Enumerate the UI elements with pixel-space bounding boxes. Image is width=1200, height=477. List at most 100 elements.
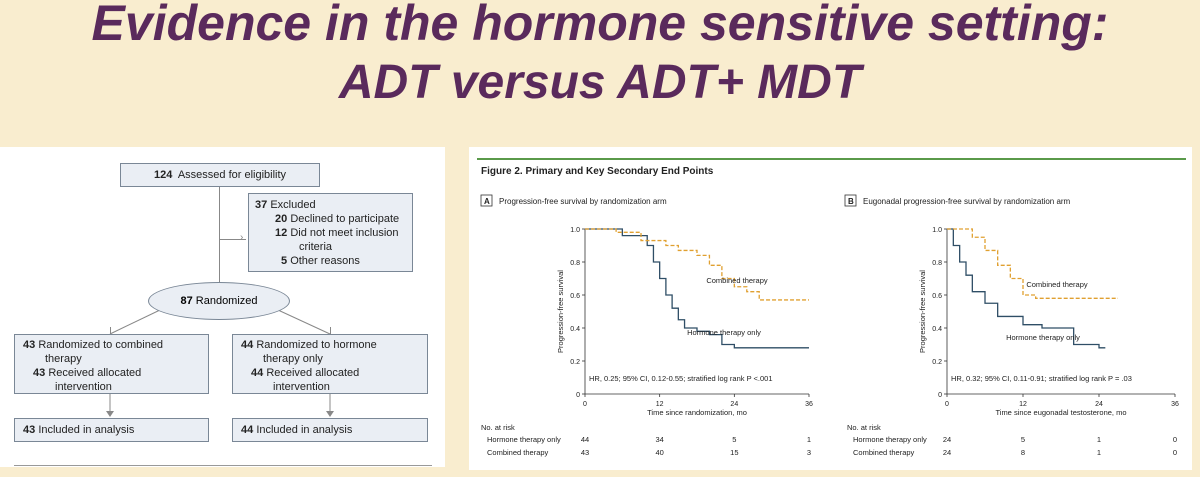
hormone-arm-box: 44 Randomized to hormone therapy only 44…	[232, 334, 428, 394]
declined-label: Declined to participate	[290, 213, 400, 225]
x-tick-label: 12	[1019, 401, 1027, 408]
randomized-label: Randomized	[195, 295, 258, 307]
hormone-analysis-count: 44	[241, 424, 254, 436]
combined-received-count: 43	[33, 367, 46, 379]
hormone-survival-curve	[947, 228, 1106, 349]
km-plots-svg: A Progression-free survival by randomizat…	[480, 194, 1179, 457]
risk-table-header: No. at risk	[481, 423, 515, 432]
combined-curve-label: Combined therapy	[706, 276, 768, 285]
risk-row-label: Combined therapy	[853, 448, 915, 457]
x-tick-label: 12	[656, 401, 664, 408]
randomized-count: 87	[180, 295, 193, 307]
hormone-received-label-cont: intervention	[273, 381, 330, 393]
risk-row-value: 0	[1173, 448, 1177, 457]
assessed-box: 124 Assessed for eligibility	[120, 163, 320, 187]
risk-row-value: 34	[655, 435, 663, 444]
y-axis-label: Progression-free survival	[556, 270, 565, 353]
combined-analysis-label: Included in analysis	[38, 424, 135, 436]
notmet-label: Did not meet inclusion	[290, 227, 399, 239]
x-tick-label: 36	[805, 401, 813, 408]
panel-bottom-rule	[14, 465, 432, 466]
excluded-count: 37	[255, 199, 268, 211]
risk-row-label: Hormone therapy only	[853, 435, 927, 444]
x-tick-label: 36	[1171, 401, 1179, 408]
figure-2-panel: Figure 2. Primary and Key Secondary End …	[469, 147, 1192, 470]
risk-row-value: 3	[807, 448, 811, 457]
randomized-ellipse: 87 Randomized	[148, 282, 290, 320]
risk-row-value: 5	[732, 435, 736, 444]
combined-arm-label-cont: therapy	[45, 353, 82, 365]
y-tick-label: 0	[938, 392, 942, 399]
hormone-curve-label: Hormone therapy only	[687, 328, 761, 337]
y-tick-label: 0.4	[932, 326, 942, 333]
x-tick-label: 0	[583, 401, 587, 408]
hormone-arm-label: Randomized to hormone	[256, 339, 377, 351]
hormone-received-count: 44	[251, 367, 264, 379]
y-tick-label: 0.2	[570, 359, 580, 366]
risk-row-label: Combined therapy	[487, 448, 549, 457]
combined-arm-count: 43	[23, 339, 36, 351]
risk-row-value: 0	[1173, 435, 1177, 444]
y-tick-label: 0.6	[932, 293, 942, 300]
hazard-ratio-text: HR, 0.32; 95% CI, 0.11-0.91; stratified …	[951, 374, 1132, 383]
combined-analysis-box: 43 Included in analysis	[14, 418, 209, 442]
risk-row-value: 44	[581, 435, 589, 444]
risk-row-value: 24	[943, 435, 951, 444]
notmet-count: 12	[275, 227, 288, 239]
notmet-label-cont: criteria	[299, 241, 333, 253]
panel-letter-box	[480, 194, 493, 207]
slide-title-line2: ADT versus ADT+ MDT	[338, 56, 862, 109]
connector-line	[219, 186, 220, 286]
risk-row-label: Hormone therapy only	[487, 435, 561, 444]
combined-curve-label: Combined therapy	[1026, 280, 1088, 289]
assessed-count: 124	[153, 169, 173, 181]
slide-title-line1: Evidence in the hormone sensitive settin…	[91, 0, 1109, 51]
y-tick-label: 1.0	[932, 227, 942, 234]
hormone-arm-count: 44	[241, 339, 254, 351]
risk-table-header: No. at risk	[847, 423, 881, 432]
connector-line	[219, 239, 246, 240]
y-tick-label: 0.8	[932, 260, 942, 267]
consort-flow-diagram: › 124 Assessed for eligibility 37 Exclud…	[0, 147, 445, 467]
y-tick-label: 0.2	[932, 359, 942, 366]
x-tick-label: 0	[945, 401, 949, 408]
combined-survival-curve	[947, 228, 1118, 299]
connector-line	[110, 327, 111, 335]
declined-count: 20	[275, 213, 288, 225]
risk-row-value: 15	[730, 448, 738, 457]
combined-analysis-count: 43	[23, 424, 36, 436]
combined-arm-box: 43 Randomized to combined therapy 43 Rec…	[14, 334, 209, 394]
y-tick-label: 0.4	[570, 326, 580, 333]
other-label: Other reasons	[290, 255, 360, 267]
x-tick-label: 24	[730, 401, 738, 408]
y-axis-label: Progression-free survival	[918, 270, 927, 353]
x-tick-label: 24	[1095, 401, 1103, 408]
panel-letter: B	[848, 197, 854, 206]
connector-line	[330, 327, 331, 335]
hormone-curve-label: Hormone therapy only	[1006, 333, 1080, 342]
panel-letter: A	[484, 197, 490, 206]
risk-row-value: 5	[1021, 435, 1025, 444]
arrow-head-icon: ›	[240, 232, 244, 243]
y-tick-label: 1.0	[570, 227, 580, 234]
excluded-label: Excluded	[270, 199, 316, 211]
risk-row-value: 1	[807, 435, 811, 444]
hormone-analysis-label: Included in analysis	[256, 424, 353, 436]
combined-received-label: Received allocated	[48, 367, 142, 379]
risk-row-value: 1	[1097, 435, 1101, 444]
flow-connectors-svg	[106, 309, 334, 417]
combined-survival-curve	[585, 228, 809, 301]
hormone-received-label: Received allocated	[266, 367, 360, 379]
panel-heading: Eugonadal progression-free survival by r…	[863, 197, 1071, 206]
y-tick-label: 0.6	[570, 293, 580, 300]
panel-letter-box	[844, 194, 857, 207]
assessed-label: Assessed for eligibility	[177, 169, 287, 181]
x-axis-label: Time since eugonadal testosterone, mo	[995, 408, 1126, 417]
figure-title: Figure 2. Primary and Key Secondary End …	[481, 166, 714, 177]
excluded-box: 37 Excluded 20 Declined to participate 1…	[248, 193, 413, 272]
hormone-survival-curve	[585, 228, 809, 349]
hormone-arm-label-cont: therapy only	[263, 353, 323, 365]
y-tick-label: 0	[576, 392, 580, 399]
risk-row-value: 24	[943, 448, 951, 457]
risk-row-value: 1	[1097, 448, 1101, 457]
